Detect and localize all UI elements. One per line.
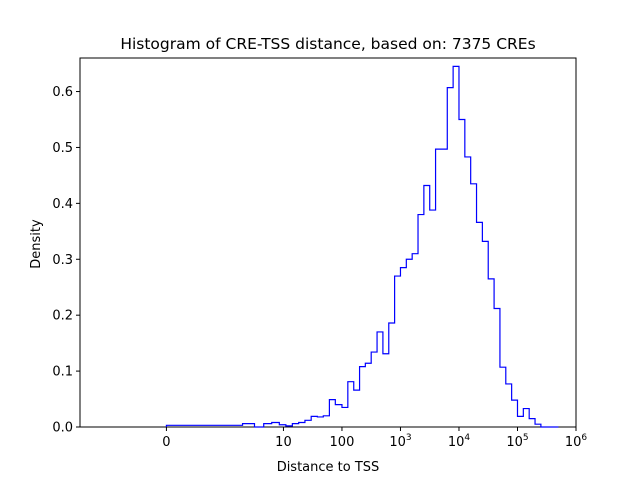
x-tick-label: 10 <box>275 435 292 450</box>
x-tick-label: 100 <box>330 435 355 450</box>
y-tick-label: 0.3 <box>52 253 73 268</box>
x-axis: 0 10 100 103 104 105 106 <box>162 427 587 450</box>
y-tick-label: 0.4 <box>52 197 73 212</box>
x-tick-label: 0 <box>162 435 170 450</box>
y-tick-label: 0.5 <box>52 141 73 156</box>
x-tick-label: 106 <box>565 433 588 450</box>
x-tick-label: 105 <box>506 433 528 450</box>
x-axis-label: Distance to TSS <box>277 460 380 475</box>
y-tick-label: 0.1 <box>52 365 73 380</box>
y-tick-label: 0.0 <box>52 421 73 436</box>
y-axis: 0.0 0.1 0.2 0.3 0.4 0.5 0.6 <box>52 85 80 436</box>
y-tick-label: 0.2 <box>52 309 73 324</box>
y-tick-label: 0.6 <box>52 85 73 100</box>
plot-frame <box>79 57 577 428</box>
x-tick-label: 104 <box>448 433 471 450</box>
chart-title: Histogram of CRE-TSS distance, based on:… <box>120 35 535 53</box>
y-axis-label: Density <box>29 219 44 269</box>
histogram-step-line <box>165 65 559 428</box>
x-tick-label: 103 <box>389 433 411 450</box>
